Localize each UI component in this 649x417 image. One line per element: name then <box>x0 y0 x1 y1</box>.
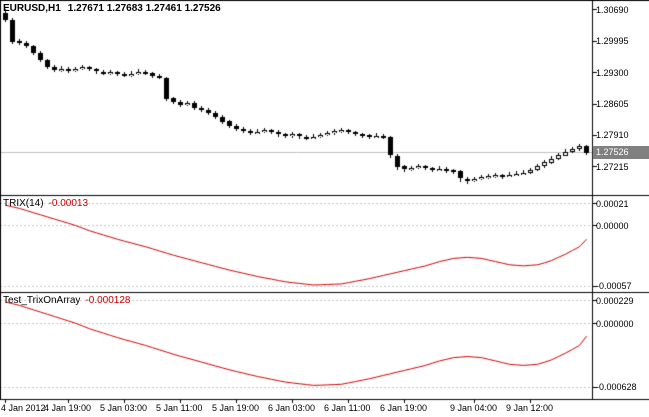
trix-value: -0.00013 <box>48 198 89 209</box>
time-axis-label: 6 Jan 11:00 <box>324 403 371 413</box>
ohlc-values: 1.27671 1.27683 1.27461 1.27526 <box>67 3 221 14</box>
time-axis-label: 9 Jan 12:00 <box>506 403 554 413</box>
price-axis-label: 1.29995 <box>596 36 629 46</box>
time-axis-label: 5 Jan 19:00 <box>212 403 260 413</box>
symbol-period-label: EURUSD,H1 <box>3 3 61 14</box>
indicator-axis-label: -0.000628 <box>596 382 637 392</box>
time-axis-label: 4 Jan 2012 <box>1 403 46 413</box>
trix-name: TRIX(14) <box>3 198 44 209</box>
price-axis-label: 1.28605 <box>596 99 629 109</box>
price-axis-label: 1.27215 <box>596 162 629 172</box>
time-axis-label: 6 Jan 19:00 <box>380 403 428 413</box>
price-axis-label: 1.27910 <box>596 130 629 140</box>
indicator-axis-label: -0.00057 <box>596 281 632 291</box>
current-price-tag: 1.27526 <box>593 146 649 159</box>
trix-indicator-title: TRIX(14) -0.00013 <box>3 198 88 210</box>
time-axis-label: 6 Jan 03:00 <box>268 403 316 413</box>
indicator-axis-label: 0.000229 <box>596 296 634 306</box>
time-axis-label: 4 Jan 19:00 <box>44 403 92 413</box>
indicator-axis-label: 0.00021 <box>596 199 629 209</box>
price-axis-label: 1.29300 <box>596 68 629 78</box>
indicator-axis-label: 0.000000 <box>596 319 634 329</box>
price-axis-label: 1.30690 <box>596 5 629 15</box>
trix-array-indicator-title: Test_TrixOnArray -0.000128 <box>3 295 130 307</box>
indicator-axis-label: 0.00000 <box>596 221 629 231</box>
trix-array-value: -0.000128 <box>85 295 131 306</box>
time-axis-label: 9 Jan 04:00 <box>450 403 498 413</box>
chart-title: EURUSD,H1 1.27671 1.27683 1.27461 1.27526 <box>3 3 221 15</box>
time-axis-label: 5 Jan 11:00 <box>156 403 203 413</box>
time-axis-label: 5 Jan 03:00 <box>100 403 148 413</box>
trix-array-name: Test_TrixOnArray <box>3 295 81 306</box>
